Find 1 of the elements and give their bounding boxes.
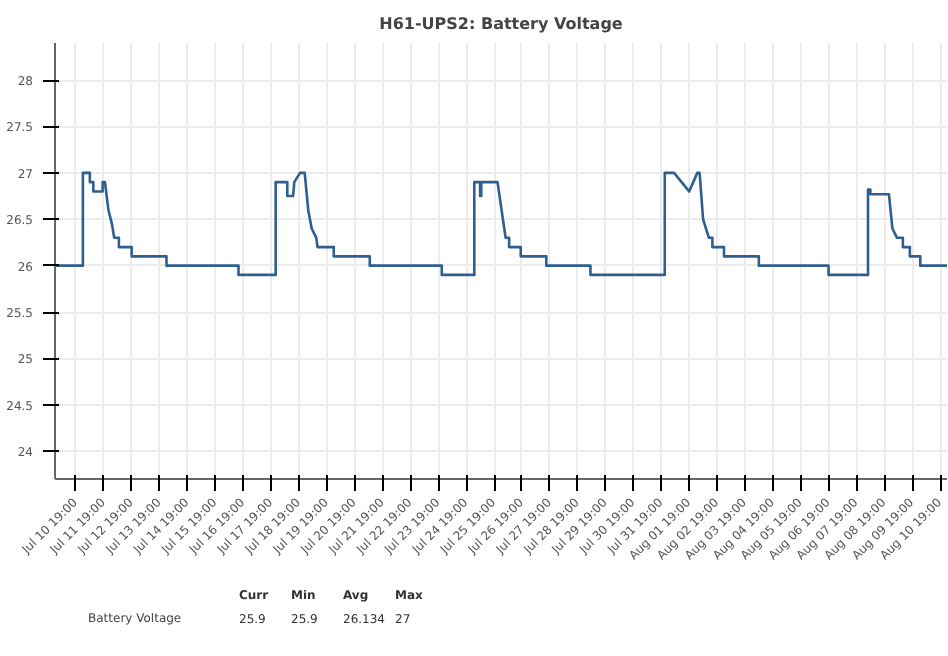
chart-title: H61-UPS2: Battery Voltage: [379, 15, 624, 33]
